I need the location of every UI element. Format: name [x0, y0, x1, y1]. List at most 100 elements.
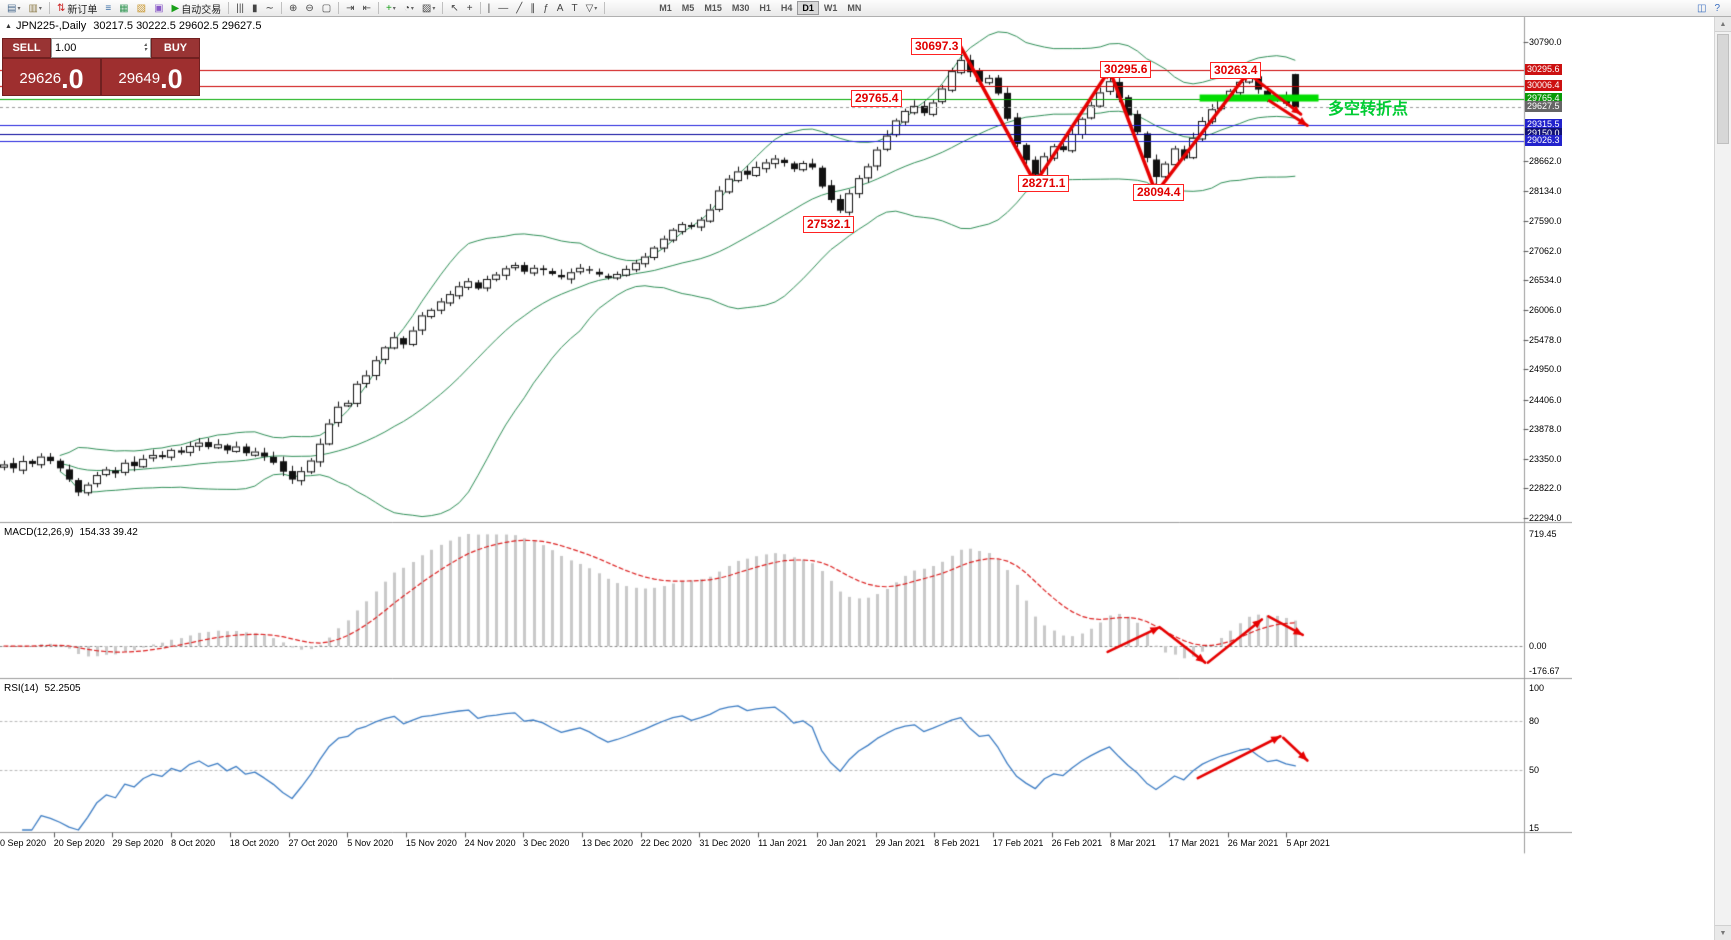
- data-window-icon[interactable]: ▦: [116, 1, 131, 16]
- bar-chart-icon[interactable]: |||: [233, 1, 247, 16]
- timeframe-m30-button[interactable]: M30: [727, 1, 755, 15]
- volume-value[interactable]: 1.00: [55, 42, 77, 54]
- indicators-button[interactable]: + ▾: [383, 1, 399, 16]
- shapes-icon[interactable]: ▽ ▾: [583, 1, 601, 16]
- sell-price-frac: .0: [61, 64, 84, 94]
- date-tick-label: 29 Sep 2020: [112, 838, 164, 848]
- periods-button[interactable]: ◔ ▾: [401, 1, 417, 16]
- price-annotation[interactable]: 28094.4: [1133, 184, 1185, 201]
- date-tick-label: 18 Oct 2020: [229, 838, 279, 848]
- macd-scale-label: -176.67: [1529, 666, 1560, 676]
- price-level-tag[interactable]: 29315.5: [1525, 118, 1562, 130]
- text-icon[interactable]: A: [554, 1, 567, 16]
- crosshair-icon[interactable]: +: [464, 1, 476, 16]
- timeframe-w1-button[interactable]: W1: [819, 1, 843, 15]
- spin-up-icon[interactable]: ▴: [143, 42, 147, 48]
- sell-button[interactable]: SELL: [2, 38, 51, 58]
- zoom-out-icon[interactable]: ⊖: [302, 1, 316, 16]
- turning-point-label[interactable]: 多空转折点: [1328, 101, 1409, 118]
- caret-down-icon: ▾: [410, 5, 414, 12]
- date-tick-label: 22 Dec 2020: [640, 838, 692, 848]
- trade-panel-toggle-icon[interactable]: ▲: [5, 23, 12, 30]
- auto-scroll-icon[interactable]: ⇥: [343, 1, 357, 16]
- hline-icon[interactable]: ―: [495, 1, 511, 16]
- time-axis[interactable]: 10 Sep 2020 20 Sep 2020 29 Sep 2020 8 Oct 2…: [0, 0, 1572, 940]
- timeframe-m15-button[interactable]: M15: [699, 1, 727, 15]
- toolbar-separator: [479, 2, 481, 14]
- price-annotation[interactable]: 30697.3: [911, 38, 963, 55]
- toolbar-separator: [228, 2, 230, 14]
- sell-price-int: 29626: [19, 70, 62, 87]
- market-watch-icon[interactable]: ≡: [102, 1, 114, 16]
- price-axis[interactable]: 30790.0 28662.0 28134.0 27590.0 27062.0 26534…: [1524, 0, 1574, 940]
- timeframe-mn-button[interactable]: MN: [842, 1, 866, 15]
- line-chart-icon[interactable]: ∼: [263, 1, 277, 16]
- price-level-tag[interactable]: 29026.3: [1525, 134, 1562, 146]
- price-annotation[interactable]: 27532.1: [803, 216, 855, 233]
- price-level-tag[interactable]: 30006.4: [1525, 79, 1562, 91]
- volume-field[interactable]: 1.00 ▴ ▾: [51, 38, 151, 58]
- timeframe-m1-button[interactable]: M1: [654, 1, 677, 15]
- channel-icon: ∥: [530, 2, 536, 14]
- candlestick-chart-icon: ▮: [252, 2, 258, 14]
- new-chart-button[interactable]: ▤ ▾: [4, 1, 23, 16]
- price-level-tag[interactable]: 29627.5: [1525, 101, 1562, 113]
- price-annotation[interactable]: 30263.4: [1210, 62, 1262, 79]
- zoom-in-icon[interactable]: ⊕: [286, 1, 300, 16]
- tile-windows-icon[interactable]: ▢: [319, 1, 334, 16]
- price-annotation[interactable]: 29765.4: [851, 90, 903, 107]
- timeframe-h1-button[interactable]: H1: [754, 1, 776, 15]
- chart-shift-icon: ⇤: [362, 2, 371, 14]
- macd-label: MACD(12,26,9) 154.33 39.42: [4, 527, 138, 538]
- date-tick-label: 11 Jan 2021: [758, 838, 807, 848]
- label-icon[interactable]: T: [568, 1, 580, 16]
- scroll-down-icon[interactable]: ▼: [1715, 925, 1731, 940]
- trendline-icon[interactable]: ╱: [513, 1, 525, 16]
- price-tick-label: 22294.0: [1529, 513, 1562, 523]
- price-level-tag[interactable]: 29150.0: [1525, 127, 1562, 139]
- spin-down-icon[interactable]: ▾: [143, 47, 147, 53]
- scroll-up-icon[interactable]: ▲: [1715, 17, 1731, 32]
- price-annotation[interactable]: 28271.1: [1018, 175, 1070, 192]
- one-click-trade-widget: SELL 1.00 ▴ ▾ BUY 29626 .0 29649 .0: [2, 38, 200, 96]
- macd-scale-label: 0.00: [1529, 641, 1547, 651]
- volume-spinner[interactable]: ▴ ▾: [143, 42, 147, 53]
- fibonacci-icon[interactable]: ƒ: [540, 1, 552, 16]
- scrollbar-thumb[interactable]: [1717, 34, 1729, 144]
- timeframe-d1-button[interactable]: D1: [797, 1, 819, 15]
- autotrading-button[interactable]: ▶ 自动交易: [169, 1, 225, 16]
- price-annotation[interactable]: 30295.6: [1100, 61, 1152, 78]
- autotrading-button-label: 自动交易: [181, 4, 222, 16]
- fibonacci-icon: ƒ: [543, 2, 549, 14]
- vertical-scrollbar[interactable]: ▲ ▼: [1714, 17, 1731, 940]
- toolbar-right-group: ◫?: [1693, 1, 1724, 16]
- buy-price-display[interactable]: 29649 .0: [101, 58, 200, 96]
- new-order-button[interactable]: ⇅ 新订单: [54, 1, 100, 16]
- chart-windows-icon[interactable]: ◫: [1694, 1, 1709, 16]
- navigator-icon[interactable]: ▧: [134, 1, 149, 16]
- timeframe-h4-button[interactable]: H4: [776, 1, 798, 15]
- terminal-icon[interactable]: ▣: [151, 1, 166, 16]
- date-tick-label: 5 Nov 2020: [347, 838, 394, 848]
- vline-icon[interactable]: |: [485, 1, 494, 16]
- price-chart-canvas[interactable]: [0, 0, 1572, 860]
- templates-button[interactable]: ▨ ▾: [419, 1, 438, 16]
- date-tick-label: 8 Mar 2021: [1110, 838, 1156, 848]
- chart-shift-icon[interactable]: ⇤: [360, 1, 374, 16]
- help-icon[interactable]: ?: [1711, 1, 1723, 16]
- cursor-icon[interactable]: ↖: [447, 1, 461, 16]
- symbol-title: JPN225-,Daily: [15, 20, 87, 32]
- price-level-tag[interactable]: 29765.4: [1525, 93, 1562, 105]
- zoom-out-icon: ⊖: [305, 2, 314, 14]
- auto-scroll-icon: ⇥: [346, 2, 355, 14]
- timeframe-m5-button[interactable]: M5: [677, 1, 700, 15]
- sell-price-display[interactable]: 29626 .0: [2, 58, 101, 96]
- candlestick-chart-icon[interactable]: ▮: [249, 1, 261, 16]
- price-level-tag[interactable]: 30295.6: [1525, 63, 1562, 75]
- date-tick-label: 15 Nov 2020: [405, 838, 457, 848]
- profiles-button[interactable]: ▥ ▾: [25, 1, 44, 16]
- channel-icon[interactable]: ∥: [527, 1, 538, 16]
- date-tick-label: 5 Apr 2021: [1286, 838, 1330, 848]
- buy-button[interactable]: BUY: [151, 38, 200, 58]
- caret-down-icon: ▾: [38, 5, 42, 12]
